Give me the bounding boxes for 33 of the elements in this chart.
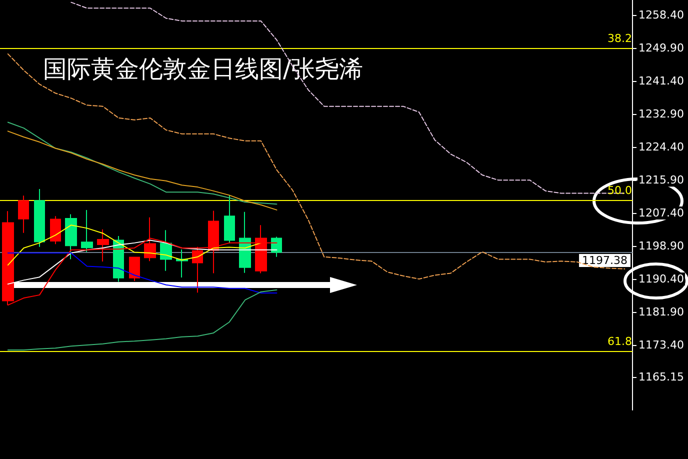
ref-line-label: 1197.38 [582, 254, 628, 267]
candlestick [81, 209, 93, 252]
line-series [7, 252, 278, 294]
y-tick-label: 1215.90 [638, 174, 684, 187]
y-tick-label: 1241.40 [638, 74, 684, 88]
y-tick-label: 1190.40 [638, 272, 684, 286]
annotation: 61.8 [608, 334, 632, 348]
candlestick [50, 216, 61, 245]
y-tick-label: 1181.90 [638, 306, 684, 319]
line-series [7, 289, 278, 351]
y-tick-label: 1207.40 [638, 206, 684, 220]
candlestick [224, 194, 235, 244]
y-tick-label: 1258.40 [638, 8, 684, 22]
candlestick [192, 246, 203, 294]
candlestick [271, 236, 282, 258]
annotation: 38.2 [608, 32, 632, 46]
y-tick-label: 1224.40 [638, 140, 684, 154]
candlestick [160, 230, 172, 272]
candlestick [65, 214, 77, 260]
y-tick-label: 1232.90 [638, 108, 684, 121]
text: 国际黄金伦敦金日线图/张尧浠 [43, 55, 364, 83]
line-series [7, 122, 278, 205]
candlestick [18, 195, 29, 234]
line-series [7, 224, 262, 266]
y-tick-label: 1173.40 [638, 338, 684, 352]
candlestick [239, 211, 251, 274]
line-series [7, 130, 278, 210]
line-series [7, 240, 278, 285]
candlestick [34, 188, 45, 248]
y-tick-label: 1165.15 [638, 370, 684, 384]
candlestick [129, 256, 140, 282]
y-tick-label: 1198.90 [638, 240, 684, 253]
y-tick-label: 1249.90 [638, 42, 684, 55]
